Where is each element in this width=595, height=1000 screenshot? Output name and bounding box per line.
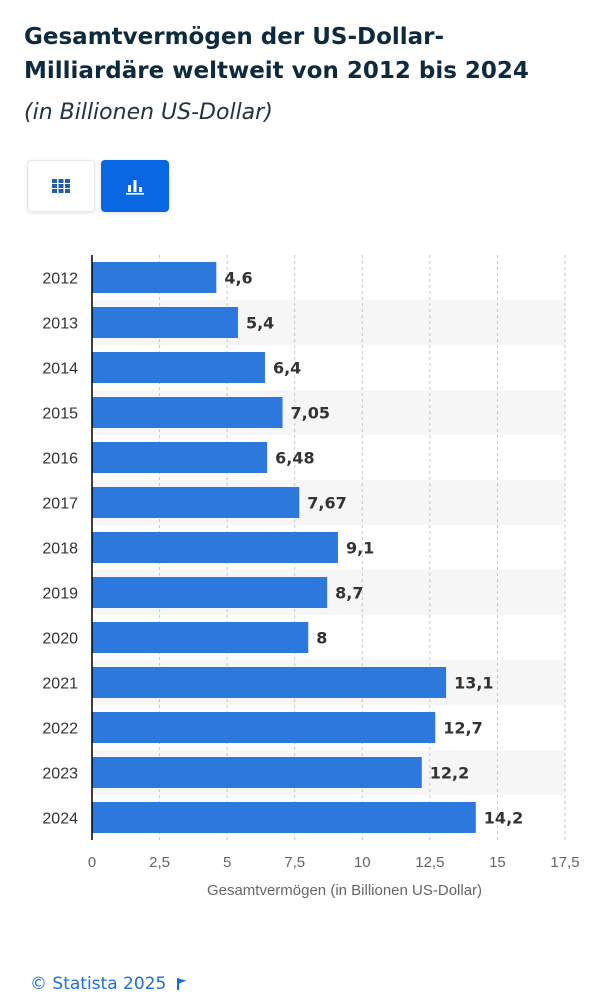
statista-credit-link[interactable]: © Statista 2025: [30, 974, 167, 994]
x-axis-title: Gesamtvermögen (in Billionen US-Dollar): [207, 882, 482, 899]
bar: [92, 442, 268, 473]
value-label: 5,4: [246, 314, 274, 333]
table-view-button[interactable]: [27, 160, 95, 212]
value-label: 7,67: [307, 494, 346, 513]
bar: [92, 397, 283, 428]
category-label: 2017: [42, 496, 78, 513]
value-label: 6,48: [275, 449, 314, 468]
footer: © Statista 2025: [30, 974, 188, 994]
bar: [92, 487, 300, 518]
value-label: 6,4: [273, 359, 301, 378]
category-label: 2020: [42, 631, 78, 648]
category-label: 2013: [42, 316, 78, 333]
value-label: 4,6: [224, 269, 252, 288]
value-label: 14,2: [484, 809, 523, 828]
category-label: 2022: [42, 721, 78, 738]
x-tick-label: 7,5: [284, 854, 305, 871]
bar: [92, 802, 476, 833]
category-label: 2018: [42, 541, 78, 558]
bar: [92, 352, 265, 383]
grid-icon: [52, 179, 70, 193]
bar: [92, 757, 422, 788]
category-label: 2021: [42, 676, 78, 693]
category-label: 2023: [42, 766, 78, 783]
bar-chart-icon: [126, 180, 144, 195]
value-label: 12,7: [443, 719, 482, 738]
bar: [92, 667, 447, 698]
flag-icon[interactable]: [176, 977, 188, 991]
bar: [92, 307, 238, 338]
x-tick-label: 12,5: [415, 854, 444, 871]
value-label: 8,7: [335, 584, 363, 603]
x-tick-label: 0: [88, 854, 96, 871]
category-label: 2015: [42, 406, 78, 423]
bar: [92, 577, 328, 608]
value-label: 12,2: [430, 764, 469, 783]
value-label: 13,1: [454, 674, 493, 693]
category-label: 2014: [42, 361, 78, 378]
chart-title: Gesamtvermögen der US-Dollar-Milliardäre…: [24, 24, 529, 84]
category-label: 2019: [42, 586, 78, 603]
bar: [92, 262, 217, 293]
chart-view-button[interactable]: [101, 160, 169, 212]
value-label: 7,05: [291, 404, 330, 423]
chart-subtitle: (in Billionen US-Dollar): [24, 100, 273, 125]
value-label: 8: [316, 629, 327, 648]
x-tick-label: 10: [354, 854, 371, 871]
bar: [92, 532, 338, 563]
x-tick-label: 2,5: [149, 854, 170, 871]
category-label: 2012: [42, 271, 78, 288]
bar: [92, 622, 309, 653]
x-tick-label: 5: [223, 854, 231, 871]
bar: [92, 712, 436, 743]
x-tick-label: 15: [489, 854, 506, 871]
value-label: 9,1: [346, 539, 374, 558]
x-tick-label: 17,5: [550, 854, 579, 871]
category-label: 2024: [42, 811, 78, 828]
bar-chart: 2012 4,6 2013 5,4 2014 6,4 2015 7,05 2016 6,48 201…: [42, 255, 580, 899]
category-label: 2016: [42, 451, 78, 468]
